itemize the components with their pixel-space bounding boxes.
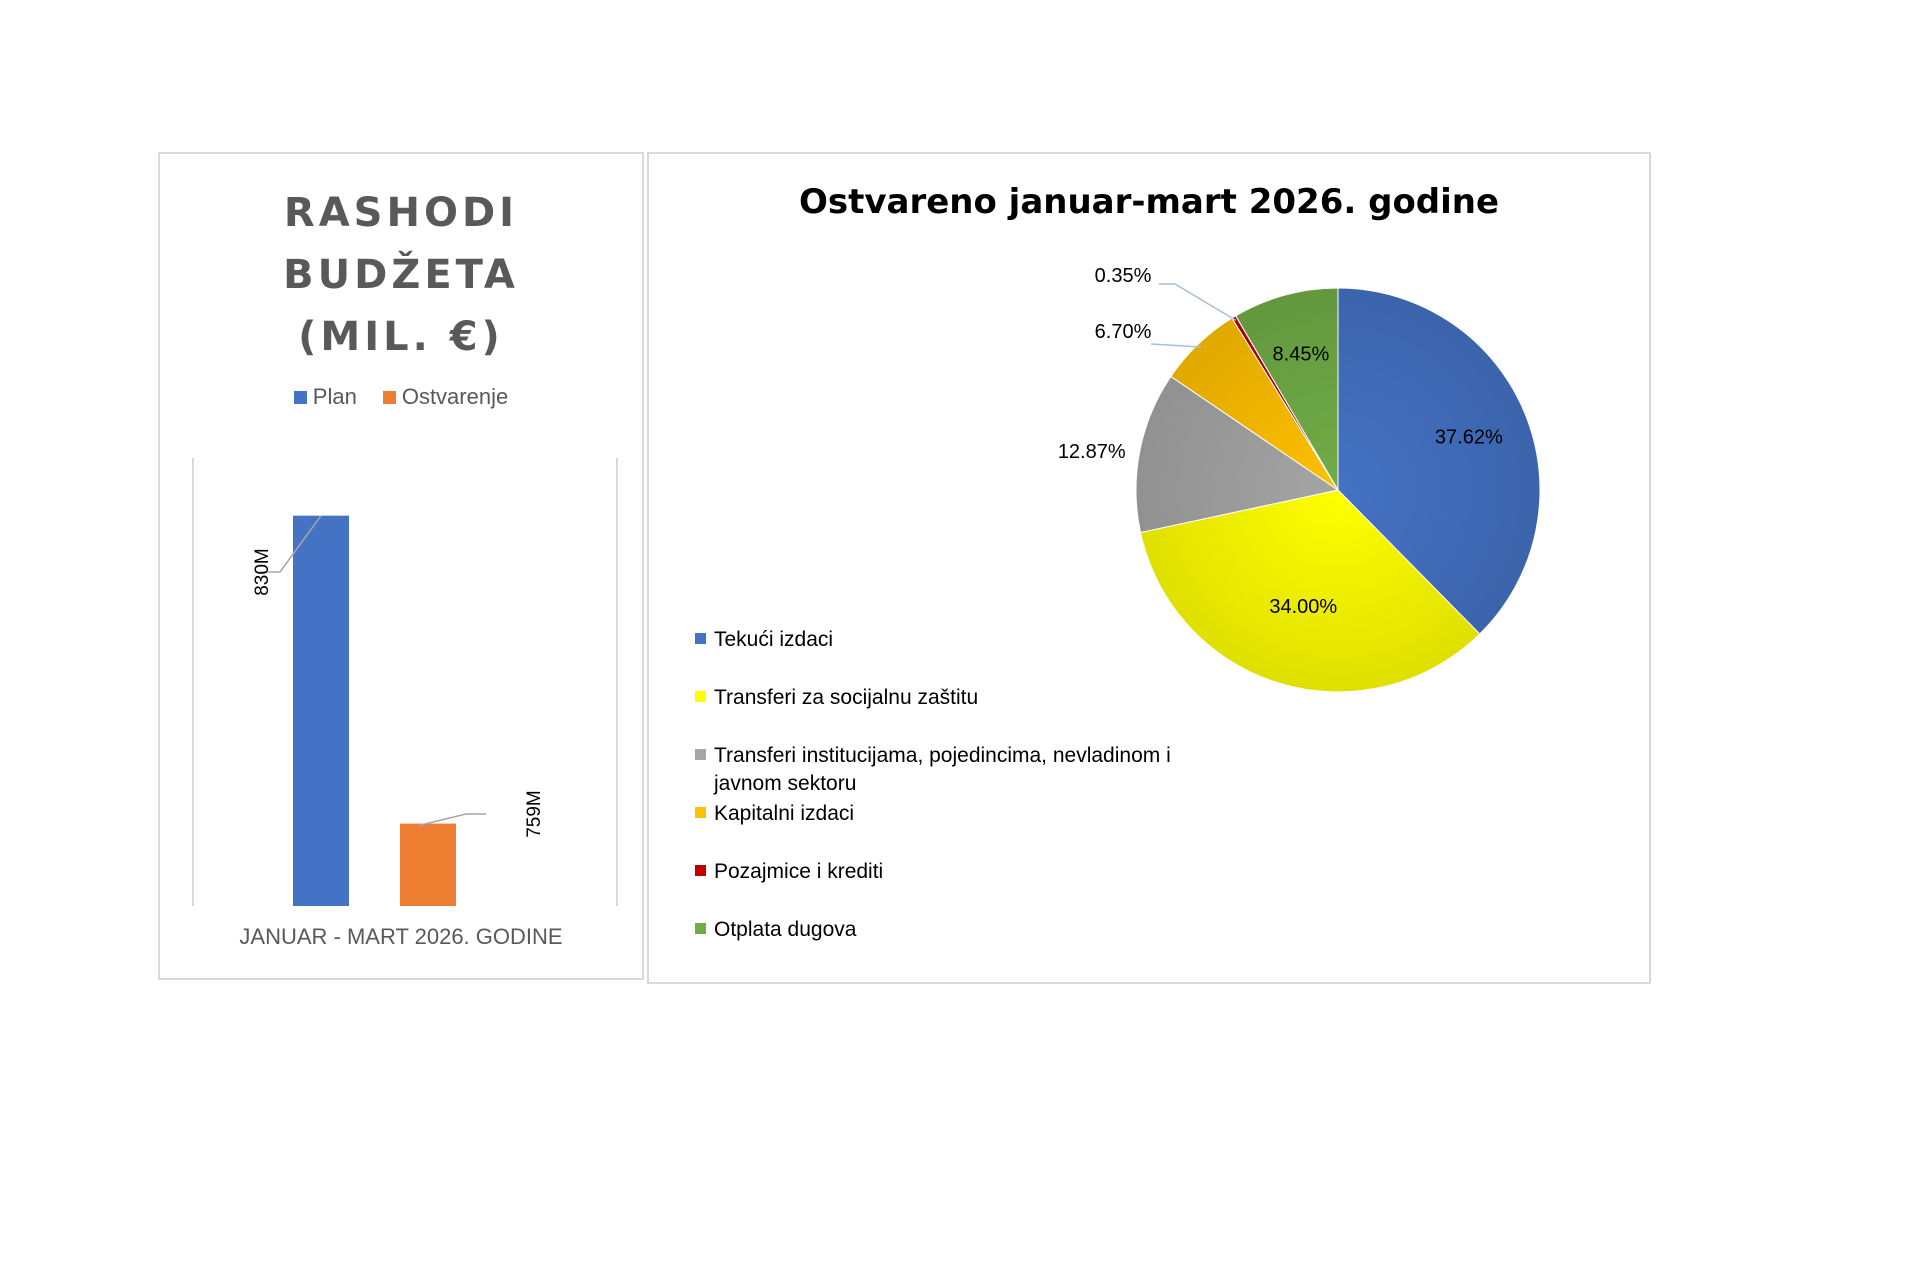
pie-legend-label-5: Pozajmice i krediti <box>714 860 884 883</box>
bar-chart-title: RASHODI BUDŽETA (MIL. €) <box>160 182 642 368</box>
pie-legend-item-2: Transferi za socijalnu zaštitu <box>695 684 1234 712</box>
bar-chart-panel: RASHODI BUDŽETA (MIL. €) Plan Ostvarenje… <box>158 152 644 980</box>
pie-legend-swatch-2 <box>695 691 706 702</box>
pie-slice-6 <box>1235 287 1339 492</box>
pie-chart-panel: Ostvareno januar-mart 2026. godine 37.62… <box>647 152 1651 984</box>
bar-title-line-3: (MIL. €) <box>298 314 504 360</box>
pie-legend-swatch-5 <box>695 865 706 876</box>
leader-line-kapitalni <box>1150 343 1202 348</box>
bar-plan <box>293 515 349 906</box>
pie-legend-item-3: Transferi institucijama, pojedincima, ne… <box>695 742 1234 798</box>
pie-slice-3 <box>1135 375 1340 534</box>
pie-legend-label-6: Otplata dugova <box>714 918 857 941</box>
pie-data-label-6: 8.45% <box>1273 344 1330 366</box>
pie-legend-item-6: Otplata dugova <box>695 916 1234 944</box>
data-label-plan: 830M <box>252 548 273 596</box>
legend-item-plan: Plan <box>293 384 357 410</box>
pie-legend-label-2: Transferi za socijalnu zaštitu <box>714 686 979 709</box>
leader-line-pozajmice <box>1159 283 1237 322</box>
legend-item-ostvarenje: Ostvarenje <box>382 384 509 410</box>
pie-data-label-4: 6.70% <box>1095 321 1152 343</box>
pie-data-label-1: 37.62% <box>1435 426 1503 448</box>
pie-chart-plot: 37.62% 34.00% 8.45% 12.87% 6.70% 0.35% <box>1058 265 1541 693</box>
pie-slice-2 <box>1139 489 1481 693</box>
pie-data-label-5: 0.35% <box>1095 265 1152 287</box>
leader-line-plan <box>260 515 322 573</box>
leader-line-ostvarenje <box>417 813 486 827</box>
pie-legend-swatch-4 <box>695 807 706 818</box>
bar-title-line-2: BUDŽETA <box>283 252 519 298</box>
pie-chart-title: Ostvareno januar-mart 2026. godine <box>798 182 1500 222</box>
pie-slice-1 <box>1337 287 1541 635</box>
bar-ostvarenje <box>400 823 456 906</box>
pie-legend-label-3: Transferi institucijama, pojedincima, ne… <box>714 744 1171 795</box>
data-label-ostvarenje: 759M <box>524 790 545 838</box>
pie-data-label-3: 12.87% <box>1058 441 1126 463</box>
legend-swatch-ostvarenje <box>382 390 396 404</box>
bar-x-category-label: JANUAR - MART 2026. GODINE <box>239 924 563 949</box>
pie-legend-item-4: Kapitalni izdaci <box>695 800 1234 828</box>
legend-swatch-plan <box>293 390 307 404</box>
pie-legend-item-1: Tekući izdaci <box>695 626 1234 654</box>
pie-legend-label-4: Kapitalni izdaci <box>714 802 855 825</box>
legend-label-ostvarenje: Ostvarenje <box>401 384 509 409</box>
pie-legend-swatch-6 <box>695 923 706 934</box>
bar-title-line-1: RASHODI <box>283 190 519 236</box>
legend-label-plan: Plan <box>312 384 357 409</box>
pie-legend-swatch-1 <box>695 633 706 644</box>
pie-data-label-2: 34.00% <box>1269 596 1337 618</box>
pie-legend-swatch-3 <box>695 749 706 760</box>
bar-chart-legend: Plan Ostvarenje <box>160 384 642 410</box>
pie-legend-item-5: Pozajmice i krediti <box>695 858 1234 886</box>
bar-chart-plot: 830M 759M <box>192 458 618 906</box>
pie-legend-label-1: Tekući izdaci <box>714 628 834 651</box>
